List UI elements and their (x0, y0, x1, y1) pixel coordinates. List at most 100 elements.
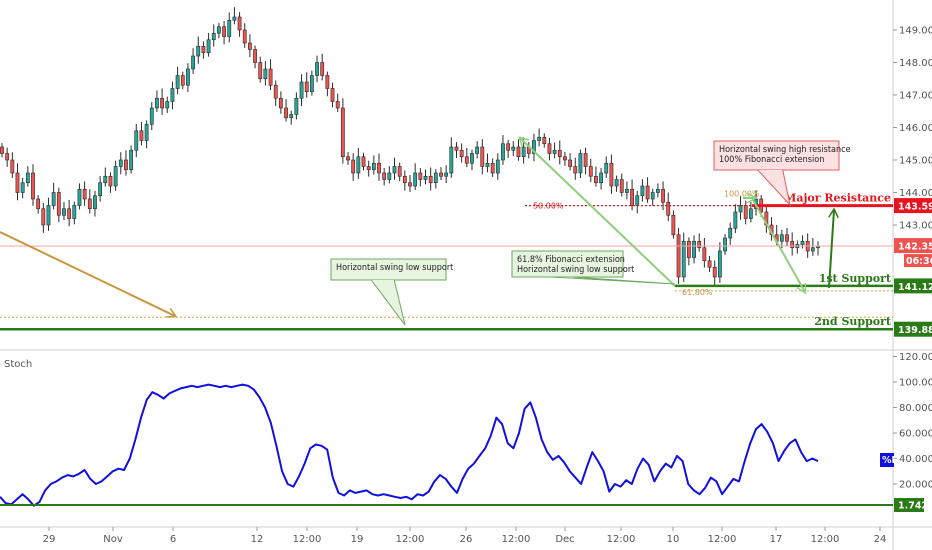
candle-body (62, 208, 66, 216)
candle (278, 91, 283, 114)
candle (304, 72, 309, 98)
candle (459, 143, 464, 163)
candle (511, 141, 516, 157)
candle-body (113, 166, 118, 187)
candle (501, 134, 505, 165)
candle (712, 260, 717, 285)
candle-body (470, 153, 474, 164)
fib-100-label: 100.00% (724, 190, 760, 199)
candle (77, 183, 82, 210)
candle-body (640, 185, 645, 197)
stoch-tick-label: 100.0000 (899, 378, 932, 389)
candle (98, 175, 103, 202)
candle (402, 170, 407, 191)
candle (72, 201, 77, 225)
candle-body (134, 130, 139, 151)
candle (464, 147, 469, 168)
candle-body (382, 172, 387, 180)
candle (361, 152, 366, 171)
candle-body (449, 146, 454, 174)
candle-body (351, 159, 356, 174)
price-tick-label: 148.000 (899, 58, 932, 69)
candle (557, 140, 562, 165)
candle (263, 61, 268, 86)
candle (516, 139, 521, 161)
candle-body (552, 149, 557, 154)
candle (604, 156, 609, 178)
time-tick-label: 10 (667, 534, 680, 545)
second-support-tag (894, 321, 932, 337)
candle (36, 195, 41, 214)
time-tick-label: 12:00 (607, 534, 636, 545)
candle-body (423, 175, 428, 180)
candle (645, 177, 650, 203)
stoch-level-value: 1.7426 (898, 501, 932, 512)
candle (242, 23, 247, 48)
candle (625, 181, 629, 200)
candle-body (433, 172, 438, 184)
candle (149, 102, 154, 131)
candle-body (506, 143, 511, 151)
stoch-panel (0, 383, 893, 507)
candle (666, 192, 671, 222)
candle-body (501, 143, 505, 161)
candle (258, 56, 263, 83)
candle (10, 152, 15, 178)
candle-body (650, 192, 655, 200)
candle (573, 157, 578, 180)
candle-body (568, 159, 573, 167)
candle-body (335, 101, 340, 109)
fib-support-callout-pointer (550, 276, 676, 285)
candle-body (428, 175, 433, 184)
fib-50-label: 50.00% (533, 202, 564, 211)
candle (320, 53, 325, 81)
time-tick-label: 12:00 (396, 534, 425, 545)
candle (41, 202, 46, 233)
candle-body (738, 205, 743, 213)
candle-body (542, 136, 547, 145)
candle (681, 232, 686, 282)
price-tick-label: 149.000 (899, 26, 932, 37)
candle (382, 168, 387, 186)
candle (56, 187, 61, 223)
candle-body (697, 240, 702, 249)
candle-body (614, 179, 619, 187)
candle (655, 183, 660, 198)
candle-body (0, 146, 4, 154)
candle-body (31, 172, 35, 200)
candle (423, 169, 428, 185)
candle (707, 255, 712, 273)
candle (686, 237, 691, 266)
candle-body (366, 166, 371, 171)
candle (532, 133, 536, 162)
candle (113, 160, 118, 191)
candle (25, 166, 30, 187)
candle-body (217, 26, 221, 34)
countdown-tag (904, 254, 932, 268)
candle (748, 201, 753, 223)
candle (650, 188, 655, 206)
stoch-tick-label: 120.0000 (899, 352, 932, 363)
price-tick-label: 146.000 (899, 123, 932, 134)
candle (392, 157, 397, 180)
candle-body (93, 195, 97, 210)
price-tick-label: 145.000 (899, 156, 932, 167)
candle (196, 36, 201, 64)
candle (377, 153, 381, 181)
candle (273, 80, 278, 107)
candle-body (573, 166, 578, 174)
candle-body (294, 97, 299, 115)
candle (619, 173, 624, 197)
candle-body (671, 214, 676, 236)
candle-body (25, 172, 30, 184)
candle-body (299, 81, 304, 99)
candle (697, 233, 702, 252)
candle (408, 174, 412, 192)
candle-body (532, 140, 536, 154)
candle-body (206, 39, 211, 54)
candle-body (439, 172, 443, 177)
candle-body (87, 198, 92, 210)
candle-body (201, 45, 206, 54)
